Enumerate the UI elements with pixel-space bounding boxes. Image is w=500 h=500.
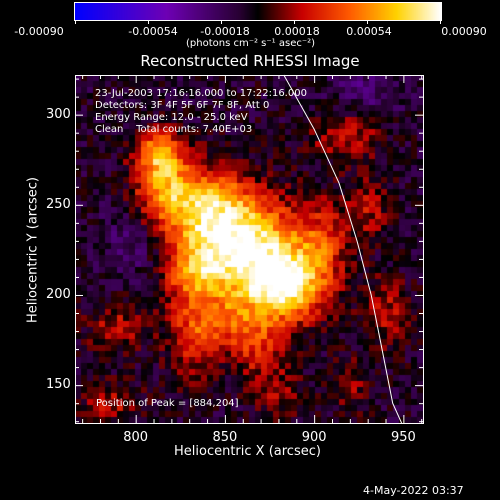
colorbar-tick-label: -0.00054 xyxy=(128,25,178,38)
x-tick-label: 800 xyxy=(123,430,149,445)
colorbar-tick xyxy=(440,20,441,24)
annotation-total-counts: Clean Total counts: 7.40E+03 xyxy=(95,124,253,135)
solar-limb-curve xyxy=(283,74,403,424)
x-tick-label: 850 xyxy=(212,430,238,445)
colorbar xyxy=(74,2,442,21)
annotation-detectors: Detectors: 3F 4F 5F 6F 7F 8F, Att 0 xyxy=(95,100,270,111)
x-axis-label: Heliocentric X (arcsec) xyxy=(174,444,321,459)
y-axis-label: Heliocentric Y (arcsec) xyxy=(25,177,41,323)
annotation-time-range: 23-Jul-2003 17:16:16.000 to 17:22:16.000 xyxy=(95,88,307,99)
x-axis-ticks xyxy=(82,75,423,423)
y-tick-label: 300 xyxy=(46,106,71,122)
y-tick-label: 200 xyxy=(46,286,71,302)
colorbar-tick-label: -0.00018 xyxy=(200,25,250,38)
colorbar-tick xyxy=(294,20,295,24)
footer-timestamp: 4-May-2022 03:37 xyxy=(363,484,464,497)
colorbar-tick-label: 0.00054 xyxy=(346,25,392,38)
colorbar-tick xyxy=(221,20,222,24)
colorbar-tick-label: 0.00018 xyxy=(274,25,320,38)
peak-position-label: Position of Peak = [884,204] xyxy=(96,398,239,409)
plot-frame xyxy=(75,75,424,424)
colorbar-tick-label: -0.00090 xyxy=(14,25,64,38)
y-tick-label: 150 xyxy=(46,377,71,393)
plot-title: Reconstructed RHESSI Image xyxy=(140,52,360,70)
colorbar-tick xyxy=(148,20,149,24)
colorbar-tick xyxy=(367,20,368,24)
y-tick-label: 250 xyxy=(46,196,71,212)
x-tick-label: 900 xyxy=(301,430,327,445)
y-axis-ticks xyxy=(75,78,423,423)
annotation-energy-range: Energy Range: 12.0 - 25.0 keV xyxy=(95,112,248,123)
heatmap-image xyxy=(75,75,423,423)
x-tick-label: 950 xyxy=(390,430,416,445)
colorbar-tick-labels: -0.00090 -0.00054 -0.00018 0.00018 0.000… xyxy=(0,25,500,39)
colorbar-units: (photons cm⁻² s⁻¹ asec⁻²) xyxy=(186,38,316,49)
colorbar-tick xyxy=(75,20,76,24)
colorbar-tick-label: 0.00090 xyxy=(441,25,487,38)
